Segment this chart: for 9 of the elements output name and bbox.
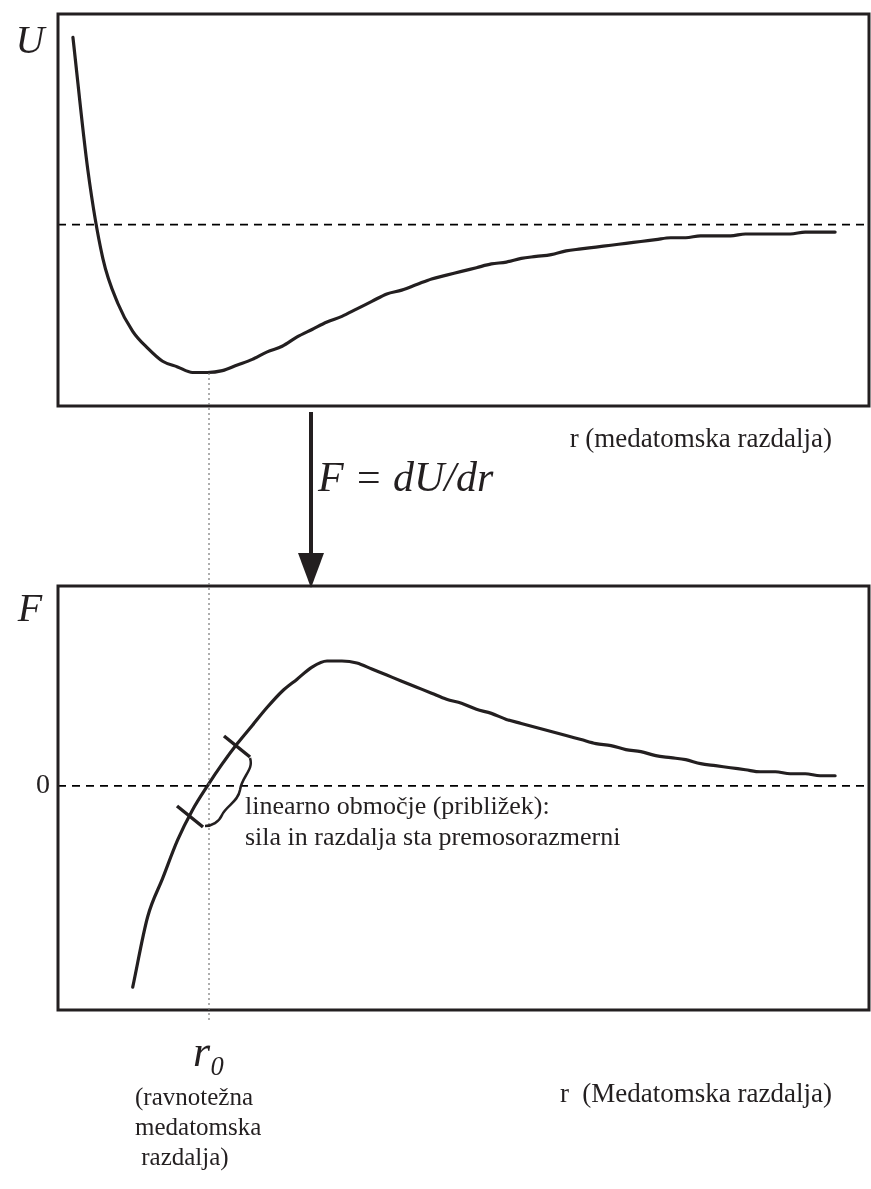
x-axis-title: r (medatomska razdalja) <box>569 423 832 454</box>
y-axis-title: U <box>15 16 48 62</box>
x-axis-title: r (Medatomska razdalja) <box>559 1078 832 1109</box>
ref-line-label: 0 <box>36 768 50 800</box>
text: (ravnotežna medatomska razdalja) <box>135 1082 262 1172</box>
text: F = dU/dr <box>318 453 494 502</box>
annotation: linearno območje (približek): sila in razdalja sta premosorazmerni <box>245 790 621 853</box>
y-axis-title: F <box>16 584 43 630</box>
text: r₀ <box>193 1026 226 1078</box>
